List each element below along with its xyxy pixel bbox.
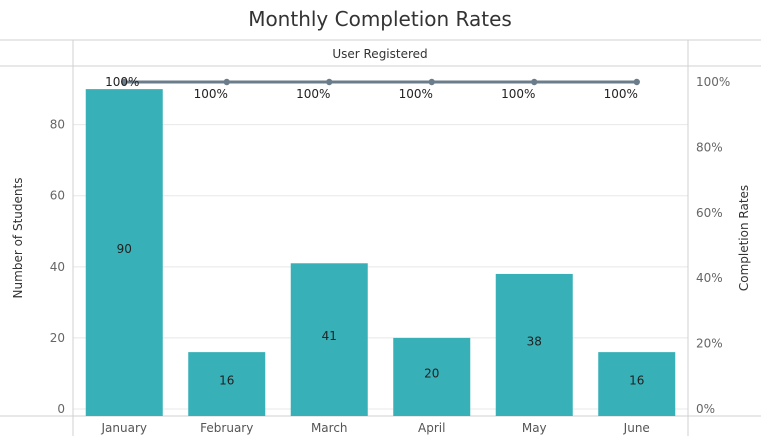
line-point (633, 78, 640, 86)
data-labels: 90 16 41 20 38 16 100% 100% 100% 100% 100% 100% (105, 75, 644, 388)
y2-tick-label: 60% (696, 206, 723, 220)
y2-tick-label: 100% (696, 75, 730, 89)
line-point (531, 78, 538, 86)
x-tick-label: March (311, 421, 348, 435)
completion-line (121, 78, 640, 86)
x-tick-label: February (200, 421, 253, 435)
bar (495, 273, 573, 416)
line-point (121, 78, 128, 86)
line-value-label: 100% (399, 87, 433, 101)
line-value-label: 100% (296, 87, 330, 101)
bar-value-label: 16 (629, 374, 644, 388)
x-tick-label: May (522, 421, 547, 435)
bar-value-label: 90 (117, 242, 132, 256)
chart-title: Monthly Completion Rates (248, 7, 512, 31)
x-tick-label: January (101, 421, 148, 435)
bar (598, 352, 676, 416)
y2-tick-label: 0% (696, 402, 715, 416)
bar-value-label: 20 (424, 366, 439, 380)
grid (73, 124, 688, 410)
y-axis-label: Number of Students (11, 178, 25, 299)
bar-value-label: 16 (219, 374, 234, 388)
bar (188, 352, 266, 416)
panel-header: User Registered (332, 47, 427, 61)
x-tick-label: April (418, 421, 445, 435)
y2-tick-label: 80% (696, 140, 723, 154)
x-tick-label: June (623, 421, 650, 435)
y-tick-label: 60 (50, 189, 65, 203)
y-tick-label: 20 (50, 331, 65, 345)
line-point (223, 78, 230, 86)
bar-value-label: 38 (527, 334, 542, 348)
bar-value-label: 41 (322, 329, 337, 343)
y2-tick-label: 20% (696, 337, 723, 351)
line-value-label: 100% (105, 75, 139, 89)
bar (85, 89, 163, 416)
y2-axis-label: Completion Rates (737, 185, 751, 291)
bar (393, 337, 471, 416)
line-value-label: 100% (501, 87, 535, 101)
y-tick-label: 40 (50, 260, 65, 274)
y2-tick-label: 40% (696, 271, 723, 285)
line-point (326, 78, 333, 86)
bars (85, 89, 676, 416)
bar (290, 263, 368, 416)
line-value-label: 100% (194, 87, 228, 101)
line-value-label: 100% (604, 87, 638, 101)
axis-ticks: 0 20 40 60 80 0% 20% 40% 60% 80% 100% January Februa… (50, 75, 731, 435)
y-tick-label: 0 (57, 402, 65, 416)
y-tick-label: 80 (50, 118, 65, 132)
line-point (428, 78, 435, 86)
